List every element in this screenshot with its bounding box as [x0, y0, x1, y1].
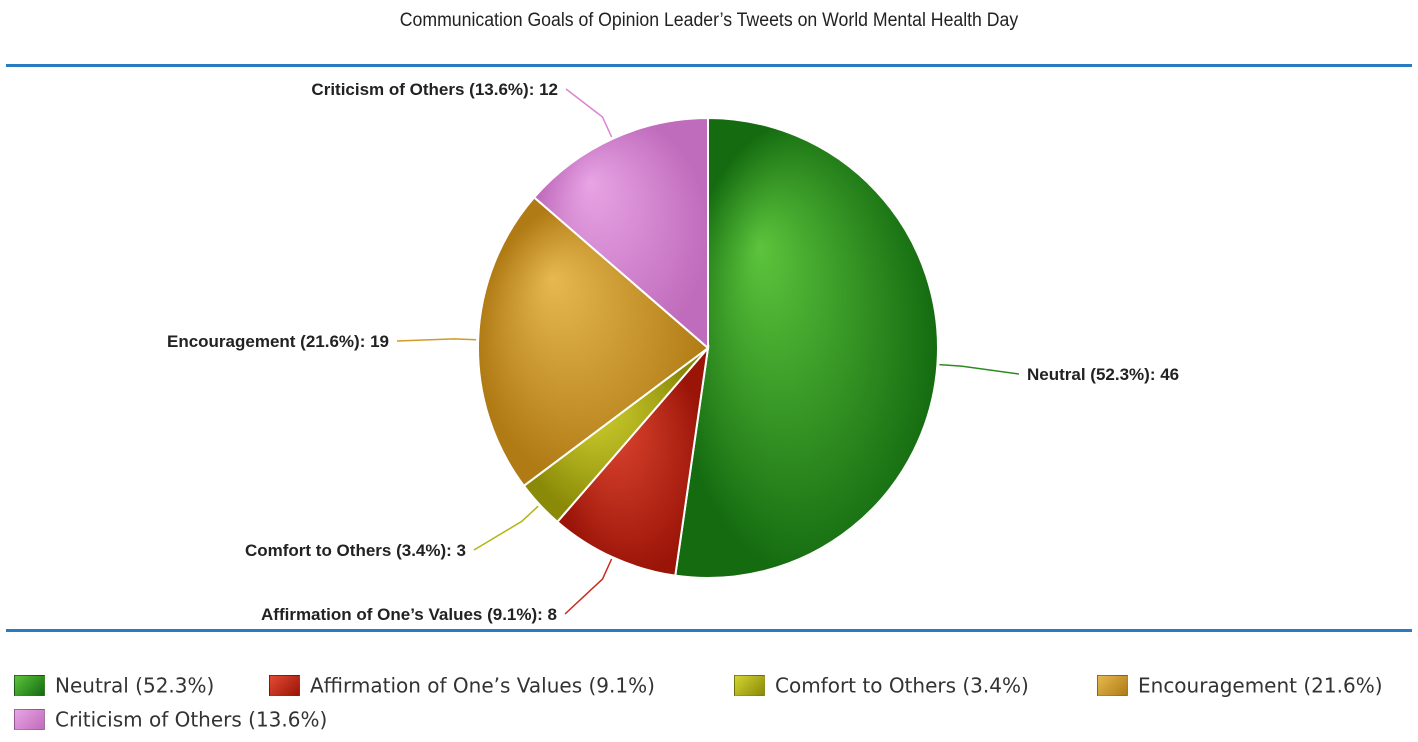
- legend-item-affirmation-of-one-s-values[interactable]: Affirmation of One’s Values (9.1%): [269, 672, 655, 698]
- leader-line-neutral: [939, 363, 1020, 375]
- legend-swatch: [269, 675, 300, 696]
- pie-slice-criticism-of-others: [532, 116, 709, 351]
- slice-labels: Neutral (52.3%): 46 Affirmation of One’s …: [167, 80, 1179, 624]
- slice-label-comfort-to-others: Comfort to Others (3.4%): 3: [245, 541, 466, 560]
- legend-swatch: [14, 675, 45, 696]
- slice-label-criticism-of-others: Criticism of Others (13.6%): 12: [311, 80, 558, 99]
- leader-line-comfort-to-others: [473, 505, 539, 551]
- pie-slices: [477, 116, 939, 579]
- leader-line-affirmation-of-one-s-values: [564, 558, 613, 615]
- legend-swatch: [14, 709, 45, 730]
- legend-label: Affirmation of One’s Values (9.1%): [310, 673, 655, 698]
- slice-label-affirmation-of-one-s-values: Affirmation of One’s Values (9.1%): 8: [261, 605, 557, 624]
- legend-swatch: [734, 675, 765, 696]
- label-leader-lines: [396, 88, 1020, 615]
- leader-line-criticism-of-others: [565, 88, 613, 138]
- legend-item-encouragement[interactable]: Encouragement (21.6%): [1097, 672, 1383, 698]
- pie-slice-affirmation-of-one-s-values: [555, 344, 710, 577]
- bottom-divider: [6, 629, 1412, 632]
- legend-item-criticism-of-others[interactable]: Criticism of Others (13.6%): [14, 706, 328, 732]
- slice-label-encouragement: Encouragement (21.6%): 19: [167, 332, 389, 351]
- legend-item-comfort-to-others[interactable]: Comfort to Others (3.4%): [734, 672, 1029, 698]
- pie-chart: Neutral (52.3%): 46 Affirmation of One’s …: [167, 80, 1179, 624]
- legend-label: Comfort to Others (3.4%): [775, 673, 1029, 698]
- legend-label: Criticism of Others (13.6%): [55, 707, 328, 732]
- top-divider: [6, 64, 1412, 67]
- legend-item-neutral[interactable]: Neutral (52.3%): [14, 672, 215, 698]
- slice-label-neutral: Neutral (52.3%): 46: [1027, 365, 1179, 384]
- chart-title: Communication Goals of Opinion Leader’s …: [399, 10, 1019, 31]
- pie-slice-encouragement: [477, 195, 710, 488]
- legend-label: Encouragement (21.6%): [1138, 673, 1383, 698]
- legend-swatch: [1097, 675, 1128, 696]
- pie-slice-neutral: [674, 116, 939, 579]
- legend-label: Neutral (52.3%): [55, 673, 215, 698]
- leader-line-encouragement: [396, 338, 477, 342]
